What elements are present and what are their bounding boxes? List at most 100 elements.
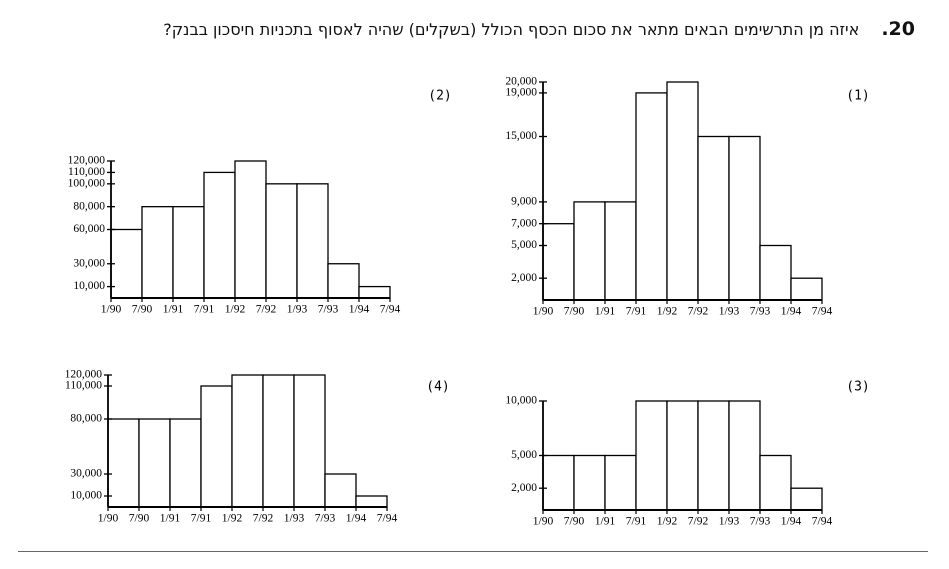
x-tick-label: 1/94 [346, 513, 367, 525]
y-tick-label: 10,000 [505, 395, 537, 407]
bar [231, 374, 264, 508]
bar [169, 418, 202, 508]
bar [635, 400, 668, 511]
bar [790, 277, 823, 301]
bar [604, 201, 637, 301]
chart-title: (2) [428, 89, 451, 104]
x-tick-label: 1/90 [533, 516, 554, 528]
y-tick-label: 110,000 [68, 166, 105, 178]
x-tick-label: 7/92 [688, 516, 709, 528]
bar [293, 374, 326, 508]
x-tick-label: 1/94 [349, 304, 370, 316]
x-tick-label: 7/93 [750, 516, 771, 528]
bar [573, 454, 606, 511]
x-tick-label: 7/91 [626, 516, 647, 528]
bar [790, 487, 823, 511]
x-tick-label: 7/91 [626, 306, 647, 318]
y-tick-label: 10,000 [70, 490, 102, 502]
x-tick-label: 1/92 [225, 304, 246, 316]
chart-title: (1) [846, 89, 869, 104]
x-tick-label: 1/91 [595, 516, 616, 528]
x-tick-label: 7/90 [132, 304, 153, 316]
bar [203, 171, 236, 299]
y-tick-label: 9,000 [511, 196, 537, 208]
x-tick-label: 1/91 [163, 304, 184, 316]
bar [107, 418, 140, 508]
x-tick-label: 1/91 [595, 306, 616, 318]
x-tick-label: 1/94 [781, 306, 802, 318]
bar [141, 206, 174, 299]
y-tick-label: 15,000 [505, 130, 537, 142]
bar [110, 228, 143, 299]
x-tick-label: 1/93 [284, 513, 305, 525]
x-tick-label: 7/90 [564, 516, 585, 528]
x-tick-label: 7/90 [129, 513, 150, 525]
x-tick-label: 7/94 [812, 306, 833, 318]
x-tick-label: 1/92 [657, 306, 678, 318]
x-tick-label: 7/94 [377, 513, 398, 525]
bar [358, 285, 391, 299]
bar [728, 400, 761, 511]
bar [265, 183, 298, 299]
y-tick-label: 30,000 [70, 468, 102, 480]
x-tick-label: 1/93 [719, 516, 740, 528]
bar [697, 135, 730, 301]
y-tick-label: 2,000 [511, 482, 537, 494]
bar [262, 374, 295, 508]
x-tick-label: 7/91 [191, 513, 212, 525]
y-tick-label: 110,000 [65, 380, 102, 392]
y-tick-label: 19,000 [505, 87, 537, 99]
x-tick-label: 1/92 [657, 516, 678, 528]
bar [666, 81, 699, 301]
y-tick-label: 80,000 [70, 413, 102, 425]
bar [666, 400, 699, 511]
y-tick-label: 80,000 [73, 200, 105, 212]
x-tick-label: 7/92 [253, 513, 274, 525]
question: 20. איזה מן התרשימים הבאים מתאר את סכום ה… [163, 18, 915, 40]
x-tick-label: 1/91 [160, 513, 181, 525]
y-tick-label: 7,000 [511, 217, 537, 229]
bar [759, 454, 792, 511]
y-tick-label: 20,000 [505, 76, 537, 88]
bar [200, 385, 233, 508]
chart-title: (3) [846, 380, 869, 395]
y-tick-label: 10,000 [73, 280, 105, 292]
x-tick-label: 7/93 [315, 513, 336, 525]
y-tick-label: 30,000 [73, 257, 105, 269]
bar [728, 135, 761, 301]
x-tick-label: 1/90 [101, 304, 122, 316]
bar [355, 495, 388, 508]
x-tick-label: 1/94 [781, 516, 802, 528]
separator [18, 551, 928, 552]
x-tick-label: 7/90 [564, 306, 585, 318]
x-tick-label: 1/93 [719, 306, 740, 318]
y-tick-label: 2,000 [511, 272, 537, 284]
y-tick-label: 5,000 [511, 239, 537, 251]
x-tick-label: 1/90 [533, 306, 554, 318]
bar [759, 244, 792, 301]
x-tick-label: 7/92 [688, 306, 709, 318]
bar [542, 223, 575, 301]
bar [324, 473, 357, 508]
bar [697, 400, 730, 511]
bar [172, 206, 205, 299]
bar [296, 183, 329, 299]
bar [327, 263, 360, 299]
bar [604, 454, 637, 511]
bar [138, 418, 171, 508]
x-tick-label: 7/93 [750, 306, 771, 318]
bar [542, 454, 575, 511]
y-tick-label: 120,000 [68, 155, 106, 167]
chart-title: (4) [426, 380, 449, 395]
question-number: 20. [881, 18, 915, 40]
x-tick-label: 1/93 [287, 304, 308, 316]
x-tick-label: 1/92 [222, 513, 243, 525]
question-text: איזה מן התרשימים הבאים מתאר את סכום הכסף… [163, 20, 860, 39]
x-tick-label: 7/93 [318, 304, 339, 316]
y-tick-label: 60,000 [73, 223, 105, 235]
x-tick-label: 1/90 [98, 513, 119, 525]
bar [234, 160, 267, 299]
x-tick-label: 7/91 [194, 304, 215, 316]
x-tick-label: 7/92 [256, 304, 277, 316]
